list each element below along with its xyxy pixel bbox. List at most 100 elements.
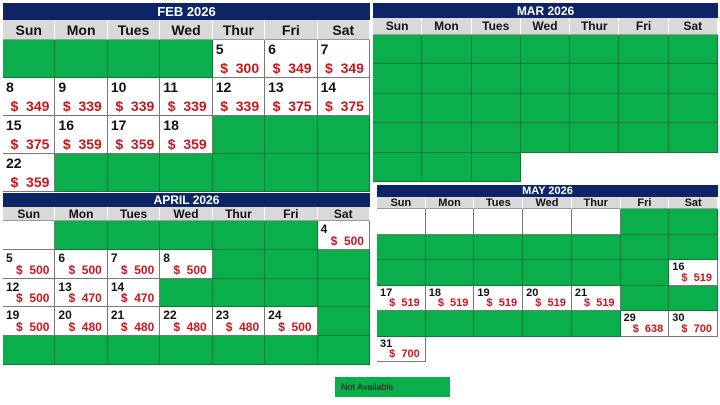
day-cell-not-available xyxy=(3,40,56,78)
day-cell-available[interactable]: 18 $ 519 xyxy=(425,285,475,311)
weekday-header: Sun Mon Tues Wed Thur Fri Sat xyxy=(3,20,370,40)
day-cell-available[interactable]: 19 $ 500 xyxy=(3,307,56,337)
day-cell-available[interactable]: 13 $ 470 xyxy=(55,278,108,308)
day-cell-not-available xyxy=(212,249,266,279)
day-cell-available[interactable]: 20 $ 519 xyxy=(523,285,572,311)
day-price: $ 339 xyxy=(62,98,102,114)
day-cell-available[interactable]: 12 $ 339 xyxy=(212,78,266,116)
day-cell-available[interactable]: 7 $ 349 xyxy=(317,40,370,78)
day-cell-available[interactable]: 7 $ 500 xyxy=(107,249,161,279)
day-cell-empty xyxy=(669,153,718,182)
day-cell-available[interactable]: 19 $ 519 xyxy=(474,285,524,311)
weekday-sat: Sat xyxy=(317,207,370,221)
day-cell-not-available xyxy=(422,64,472,94)
day-cell-not-available xyxy=(425,234,475,260)
day-number: 21 xyxy=(574,286,588,299)
day-price: $ 500 xyxy=(16,291,50,306)
day-number: 31 xyxy=(380,337,393,350)
day-cell-blank xyxy=(377,209,426,235)
day-number: 21 xyxy=(110,308,125,323)
day-cell-not-available xyxy=(212,221,266,250)
day-cell-available[interactable]: 31 $ 700 xyxy=(377,336,426,362)
day-cell-not-available xyxy=(620,209,670,235)
day-number: 18 xyxy=(163,117,179,133)
day-number: 11 xyxy=(163,79,179,95)
weekday-wed: Wed xyxy=(520,18,571,35)
day-price: $ 500 xyxy=(278,320,312,335)
day-price: $ 349 xyxy=(10,98,50,114)
day-cell-not-available xyxy=(265,221,318,250)
day-cell-blank xyxy=(474,209,524,235)
weekday-fri: Fri xyxy=(265,20,318,40)
day-price: $ 519 xyxy=(437,297,469,309)
day-cell-not-available xyxy=(668,93,718,124)
day-cell-available[interactable]: 12 $ 500 xyxy=(3,278,56,308)
day-cell-not-available xyxy=(373,152,423,182)
day-cell-available[interactable]: 8 $ 500 xyxy=(160,249,213,279)
day-cell-available[interactable]: 6 $ 500 xyxy=(55,249,108,279)
weekday-mon: Mon xyxy=(55,207,108,221)
day-cell-available[interactable]: 18 $ 359 xyxy=(160,116,213,154)
day-cell-available[interactable]: 9 $ 339 xyxy=(55,78,108,116)
day-cell-not-available xyxy=(669,209,718,235)
day-cell-not-available xyxy=(265,116,318,154)
day-number: 16 xyxy=(58,117,74,133)
day-cell-not-available xyxy=(669,234,718,260)
day-cell-not-available xyxy=(474,260,524,286)
day-cell-available[interactable]: 29 $ 638 xyxy=(620,311,670,337)
day-cell-available[interactable]: 5 $ 300 xyxy=(212,40,266,78)
day-cell-available[interactable]: 17 $ 519 xyxy=(377,285,426,311)
day-number: 19 xyxy=(477,286,490,299)
weekday-wed: Wed xyxy=(160,207,213,221)
day-cell-available[interactable]: 5 $ 500 xyxy=(3,249,56,279)
day-price: $ 470 xyxy=(120,291,155,306)
day-cell-available[interactable]: 24 $ 500 xyxy=(265,307,318,337)
day-cell-available[interactable]: 13 $ 375 xyxy=(265,78,318,116)
day-cell-not-available xyxy=(570,64,620,94)
day-cell-not-available xyxy=(265,249,318,279)
day-cell-available[interactable]: 16 $ 359 xyxy=(55,116,108,154)
day-number: 24 xyxy=(268,308,282,323)
day-cell-not-available xyxy=(212,336,266,365)
day-price: $ 375 xyxy=(272,98,312,114)
day-number: 29 xyxy=(623,312,636,324)
day-cell-available[interactable]: 14 $ 470 xyxy=(107,278,161,308)
day-cell-not-available xyxy=(422,93,472,124)
day-cell-not-available xyxy=(619,123,669,153)
day-cell-available[interactable]: 17 $ 359 xyxy=(107,116,161,154)
day-number: 7 xyxy=(110,250,118,265)
day-cell-not-available xyxy=(160,40,213,78)
weekday-sat: Sat xyxy=(668,18,718,35)
day-cell-not-available xyxy=(668,35,718,65)
calendar-grid: 16 $ 519 17 $ 519 18 $ 519 19 $ 519 20 $ 519 21 $ 5… xyxy=(377,209,718,362)
month-title: MAY 2026 xyxy=(377,185,718,197)
day-cell-not-available xyxy=(265,336,318,365)
day-cell-available[interactable]: 22 $ 359 xyxy=(3,154,56,192)
day-number: 12 xyxy=(215,79,232,95)
calendar-feb-2026: FEB 2026 Sun Mon Tues Wed Thur Fri Sat 5 $ 300 6 $ … xyxy=(3,3,370,192)
day-cell-available[interactable]: 21 $ 519 xyxy=(571,285,621,311)
day-price: $ 359 xyxy=(62,136,102,152)
day-cell-available[interactable]: 10 $ 339 xyxy=(107,78,161,116)
day-price: $ 349 xyxy=(272,60,312,76)
legend-not-available: Not Available xyxy=(335,377,450,397)
day-cell-available[interactable]: 15 $ 375 xyxy=(3,116,56,154)
day-cell-available[interactable]: 22 $ 480 xyxy=(160,307,213,337)
day-cell-available[interactable]: 20 $ 480 xyxy=(55,307,108,337)
day-cell-available[interactable]: 21 $ 480 xyxy=(107,307,161,337)
day-number: 22 xyxy=(163,308,177,323)
day-number: 8 xyxy=(163,250,170,265)
day-cell-not-available xyxy=(520,64,571,94)
day-cell-available[interactable]: 8 $ 349 xyxy=(3,78,56,116)
weekday-fri: Fri xyxy=(265,207,318,221)
day-price: $ 519 xyxy=(535,297,566,309)
day-price: $ 500 xyxy=(120,262,155,277)
day-cell-available[interactable]: 23 $ 480 xyxy=(212,307,266,337)
day-cell-available[interactable]: 14 $ 375 xyxy=(317,78,370,116)
day-cell-available[interactable]: 16 $ 519 xyxy=(669,260,718,286)
day-cell-available[interactable]: 6 $ 349 xyxy=(265,40,318,78)
day-cell-available[interactable]: 30 $ 700 xyxy=(669,311,718,337)
day-cell-not-available xyxy=(471,152,521,182)
day-cell-available[interactable]: 4 $ 500 xyxy=(317,221,370,250)
day-cell-available[interactable]: 11 $ 339 xyxy=(160,78,213,116)
